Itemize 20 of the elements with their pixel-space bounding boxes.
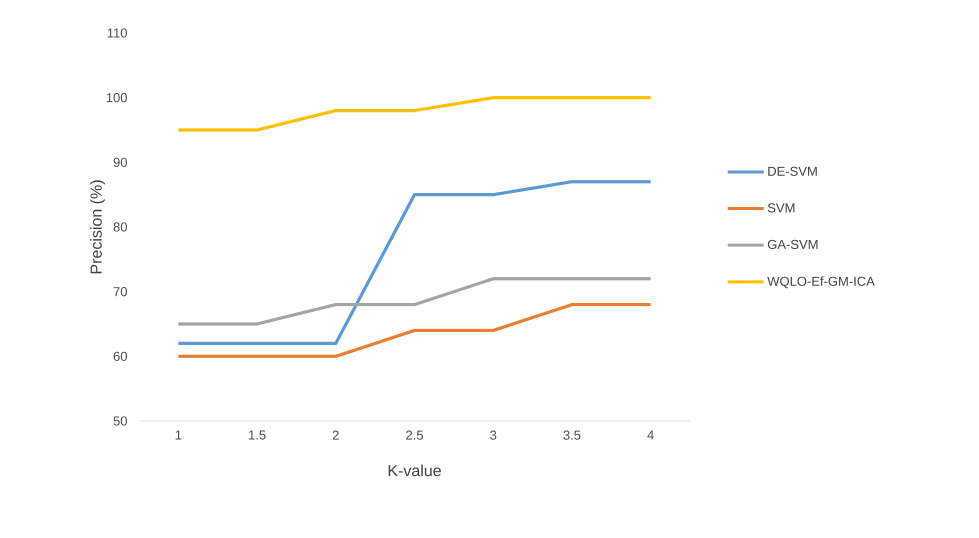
- x-tick-label: 1.5: [249, 430, 266, 440]
- x-tick-label: 2: [332, 430, 339, 440]
- y-tick-label: 100: [106, 93, 127, 102]
- x-tick-label: 1: [176, 430, 182, 440]
- legend-label: GA-SVM: [768, 240, 818, 250]
- y-axis-title: Precision (%): [90, 180, 105, 274]
- y-tick-label: 80: [114, 222, 127, 232]
- legend-label: DE-SVM: [768, 166, 817, 176]
- y-tick-label: 50: [114, 416, 127, 426]
- x-tick-label: 4: [647, 430, 654, 440]
- y-tick-label: 70: [114, 287, 127, 296]
- legend-label: SVM: [768, 203, 794, 212]
- x-tick-label: 3.5: [563, 430, 580, 440]
- y-tick-label: 60: [114, 352, 127, 361]
- y-tick-label: 90: [114, 158, 127, 167]
- x-tick-label: 2.5: [406, 430, 423, 440]
- x-tick-label: 3: [490, 430, 496, 440]
- y-tick-label: 110: [108, 28, 127, 38]
- x-axis-title: K-value: [388, 464, 441, 476]
- legend-label: WQLO-Ef-GM-ICA: [767, 276, 875, 288]
